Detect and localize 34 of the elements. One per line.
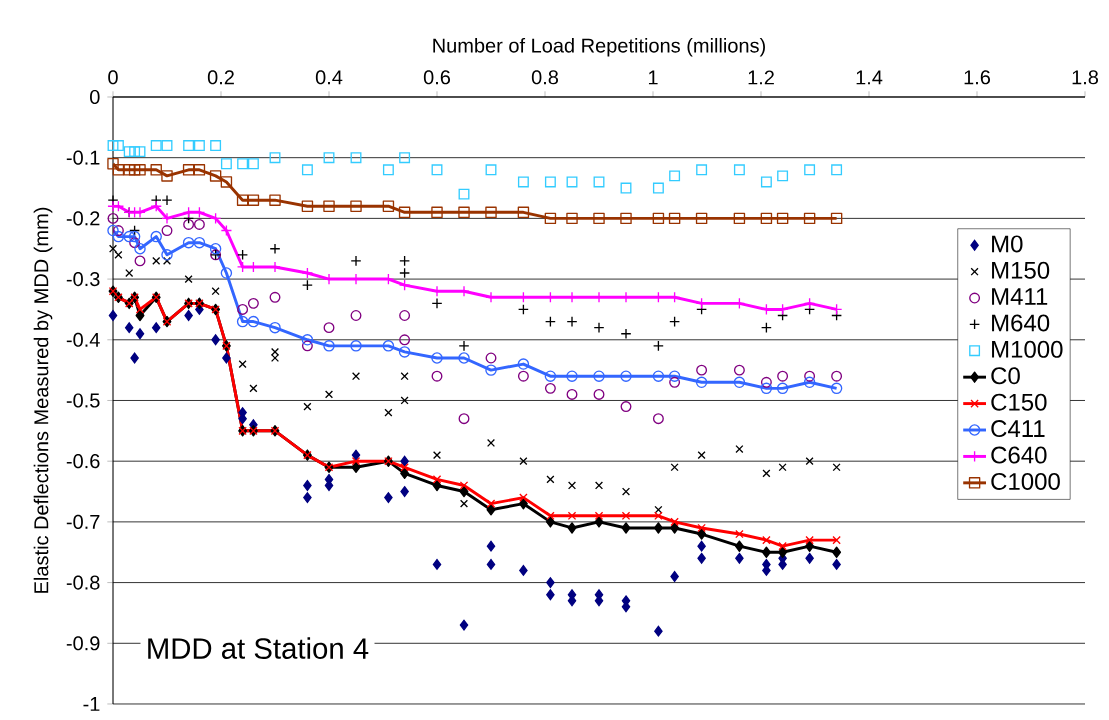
legend-label: M0 (992, 235, 1023, 253)
legend-label: M411 (992, 288, 1048, 305)
y-tick-label: -0.7 (66, 514, 100, 529)
legend-label: C411 (991, 420, 1045, 438)
x-tick-label: 1.6 (964, 70, 991, 85)
y-tick-label: -0.5 (66, 393, 100, 408)
x-tick-label: 0.2 (207, 70, 234, 85)
y-tick-label: -0.4 (66, 332, 100, 347)
x-tick-label: 0 (108, 70, 118, 85)
y-tick-label: 0 (90, 89, 100, 105)
y-tick-label: -1 (83, 697, 100, 711)
legend-label: C640 (991, 446, 1047, 464)
legend-label: C150 (991, 393, 1047, 411)
x-tick-label: 1 (648, 70, 658, 85)
y-tick-label: -0.6 (66, 454, 100, 469)
y-tick-label: -0.3 (66, 272, 100, 287)
legend-label: M1000 (992, 340, 1063, 358)
legend-label: M150 (992, 261, 1050, 279)
annotation: MDD at Station 4 (148, 637, 369, 659)
y-tick-label: -0.9 (66, 636, 100, 651)
y-tick-label: -0.1 (66, 150, 100, 165)
x-tick-label: 0.8 (531, 70, 559, 85)
x-tick-label: 1.8 (1072, 70, 1099, 85)
legend-label: M640 (992, 314, 1050, 332)
y-axis-title: Elastic Deflections Measured by MDD (mm) (33, 207, 53, 593)
x-tick-label: 0.6 (423, 70, 451, 85)
x-axis-title: Number of Load Repetitions (millions) (433, 37, 765, 57)
legend-label: C1000 (991, 472, 1060, 490)
x-tick-label: 0.4 (315, 70, 343, 85)
y-tick-label: -0.8 (66, 575, 100, 590)
x-tick-label: 1.4 (856, 70, 883, 85)
y-tick-label: -0.2 (66, 211, 100, 226)
legend-label: C0 (991, 367, 1020, 385)
x-tick-label: 1.2 (748, 70, 774, 85)
